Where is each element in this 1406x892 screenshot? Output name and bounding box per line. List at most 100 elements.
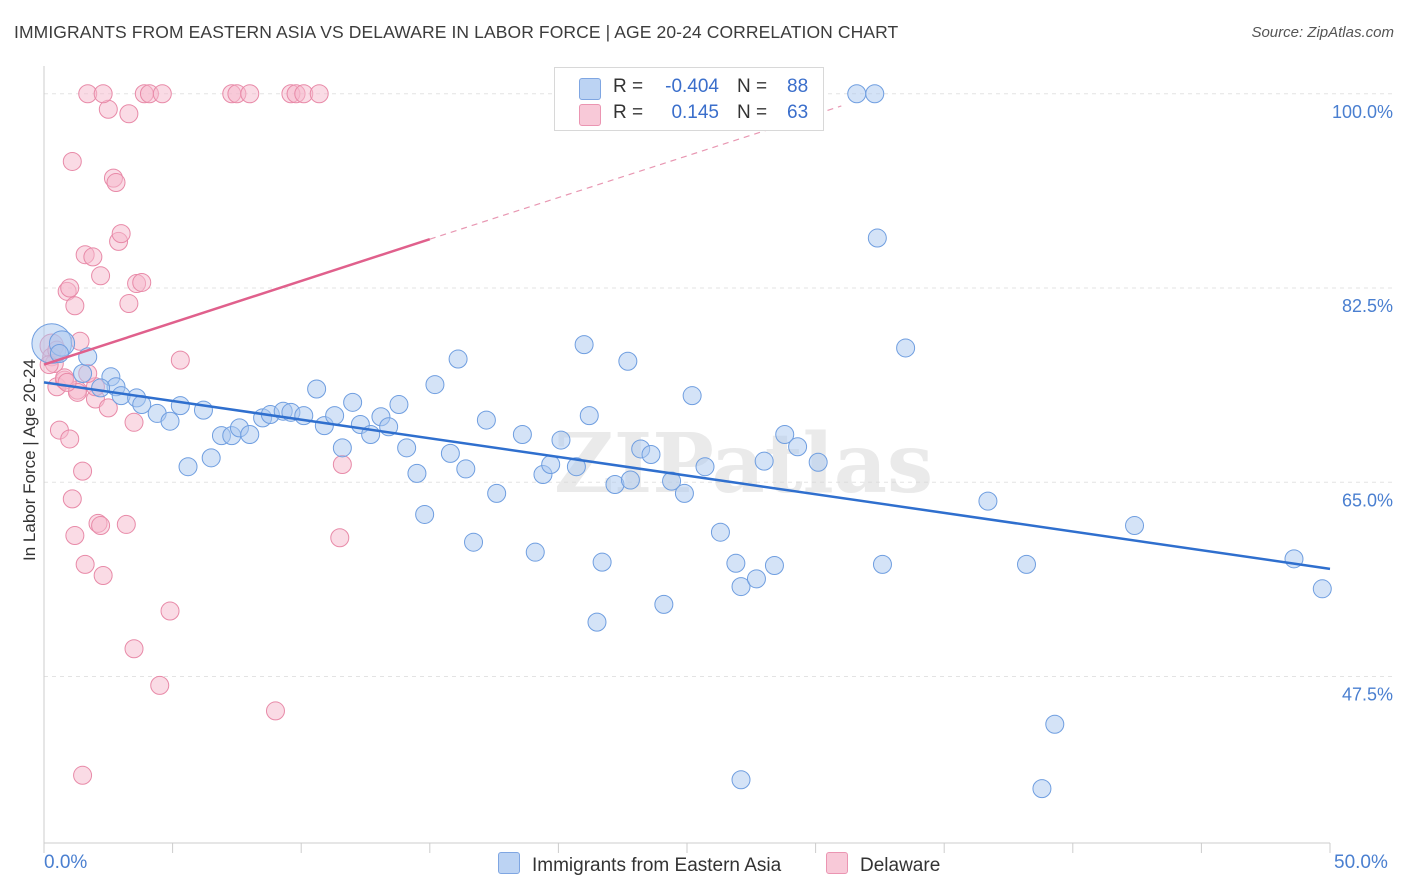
- delaware-point: [75, 554, 95, 574]
- delaware-point: [106, 173, 126, 193]
- bottom-legend-eastern-asia: Immigrants from Eastern Asia: [498, 852, 781, 877]
- eastern-asia-point: [587, 612, 607, 632]
- delaware-point: [150, 675, 170, 695]
- delaware-point: [65, 526, 85, 546]
- eastern-asia-point: [201, 448, 221, 468]
- eastern-asia-point: [307, 379, 327, 399]
- eastern-asia-point: [541, 454, 561, 474]
- eastern-asia-point: [240, 425, 260, 445]
- eastern-asia-point: [641, 445, 661, 464]
- eastern-asia-point: [788, 437, 808, 457]
- delaware-point: [152, 84, 172, 104]
- delaware-point: [119, 104, 139, 124]
- delaware-point: [91, 266, 111, 286]
- eastern-asia-point: [325, 406, 345, 426]
- delaware-point: [170, 350, 190, 370]
- legend-swatch-pink: [579, 104, 601, 126]
- x-tick-label-min: 0.0%: [44, 852, 88, 873]
- eastern-asia-point: [160, 411, 180, 431]
- delaware-point: [98, 398, 118, 418]
- eastern-asia-point: [512, 425, 532, 445]
- eastern-asia-point: [332, 438, 352, 458]
- delaware-point: [60, 429, 80, 449]
- delaware-point: [62, 151, 82, 171]
- delaware-point: [73, 461, 93, 481]
- eastern-asia-point: [654, 594, 674, 614]
- eastern-asia-point: [674, 483, 694, 503]
- watermark: ZIPatlas: [554, 416, 933, 512]
- eastern-asia-point: [872, 554, 892, 574]
- eastern-asia-point: [415, 504, 435, 524]
- eastern-asia-point: [710, 522, 730, 542]
- legend-swatch-blue: [579, 78, 601, 100]
- correlation-legend: R = -0.404 N = 88 R = 0.145 N = 63: [554, 67, 824, 131]
- trendlines: [43, 105, 1331, 571]
- eastern-asia-point: [865, 84, 885, 104]
- delaware-point: [60, 278, 80, 298]
- delaware-point: [332, 454, 352, 474]
- eastern-asia-point: [867, 228, 887, 248]
- eastern-asia-point: [397, 438, 417, 458]
- delaware-point: [91, 516, 111, 536]
- gridlines: [44, 93, 1394, 677]
- delaware-point: [83, 247, 103, 267]
- eastern-asia-point: [487, 483, 507, 503]
- bottom-legend-delaware: Delaware: [826, 852, 940, 877]
- eastern-asia-point: [620, 470, 640, 490]
- legend-n-label: N =: [737, 102, 768, 123]
- eastern-asia-trendline: [43, 381, 1331, 571]
- source-label: Source: ZipAtlas.com: [1251, 24, 1394, 41]
- eastern-asia-point: [682, 386, 702, 406]
- eastern-asia-point: [525, 542, 545, 562]
- eastern-asia-point: [407, 463, 427, 483]
- delaware-point: [309, 84, 329, 104]
- delaware-point: [124, 639, 144, 659]
- delaware-points: [39, 84, 352, 785]
- delaware-point: [132, 272, 152, 292]
- y-tick-label: 65.0%: [1342, 490, 1393, 510]
- eastern-asia-point: [1312, 579, 1332, 599]
- eastern-asia-point: [389, 395, 409, 415]
- legend-n-label: N =: [737, 76, 768, 97]
- bottom-legend-label: Immigrants from Eastern Asia: [532, 855, 782, 876]
- axes: [43, 66, 1331, 853]
- delaware-point: [119, 294, 139, 314]
- legend-r-value: -0.404: [665, 76, 719, 97]
- eastern-asia-point: [425, 375, 445, 395]
- bottom-legend-swatch-pink: [826, 852, 848, 874]
- eastern-asia-point: [896, 338, 916, 358]
- eastern-asia-point: [978, 491, 998, 511]
- delaware-point: [116, 514, 136, 534]
- delaware-trendline: [43, 237, 431, 366]
- eastern-asia-point: [1045, 714, 1065, 734]
- legend-n-value: 63: [787, 102, 809, 123]
- delaware-point: [93, 84, 113, 104]
- eastern-asia-point: [1125, 516, 1145, 536]
- eastern-asia-point: [731, 770, 751, 790]
- eastern-asia-point: [731, 577, 751, 597]
- eastern-asia-point: [73, 363, 93, 383]
- eastern-asia-point: [170, 396, 190, 416]
- eastern-asia-point: [579, 406, 599, 426]
- eastern-asia-point: [464, 532, 484, 552]
- delaware-point: [111, 224, 131, 244]
- eastern-asia-point: [775, 425, 795, 445]
- eastern-asia-point: [91, 378, 111, 398]
- chart-title: IMMIGRANTS FROM EASTERN ASIA VS DELAWARE…: [14, 22, 899, 42]
- eastern-asia-point: [764, 556, 784, 575]
- delaware-point: [73, 765, 93, 785]
- eastern-asia-point: [592, 552, 612, 572]
- eastern-asia-point: [551, 430, 571, 450]
- legend-r-value: 0.145: [671, 102, 719, 123]
- eastern-asia-point: [1032, 779, 1052, 799]
- eastern-asia-point: [726, 553, 746, 573]
- legend-n-value: 88: [787, 76, 809, 97]
- eastern-asia-point: [847, 84, 867, 104]
- eastern-asia-point: [574, 335, 594, 355]
- legend-r-label: R =: [613, 102, 644, 123]
- delaware-point: [160, 601, 180, 621]
- bottom-legend-label: Delaware: [860, 855, 941, 876]
- delaware-point: [240, 84, 260, 104]
- eastern-asia-point: [808, 452, 828, 472]
